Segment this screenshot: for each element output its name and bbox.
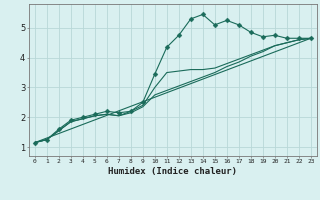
X-axis label: Humidex (Indice chaleur): Humidex (Indice chaleur) xyxy=(108,167,237,176)
